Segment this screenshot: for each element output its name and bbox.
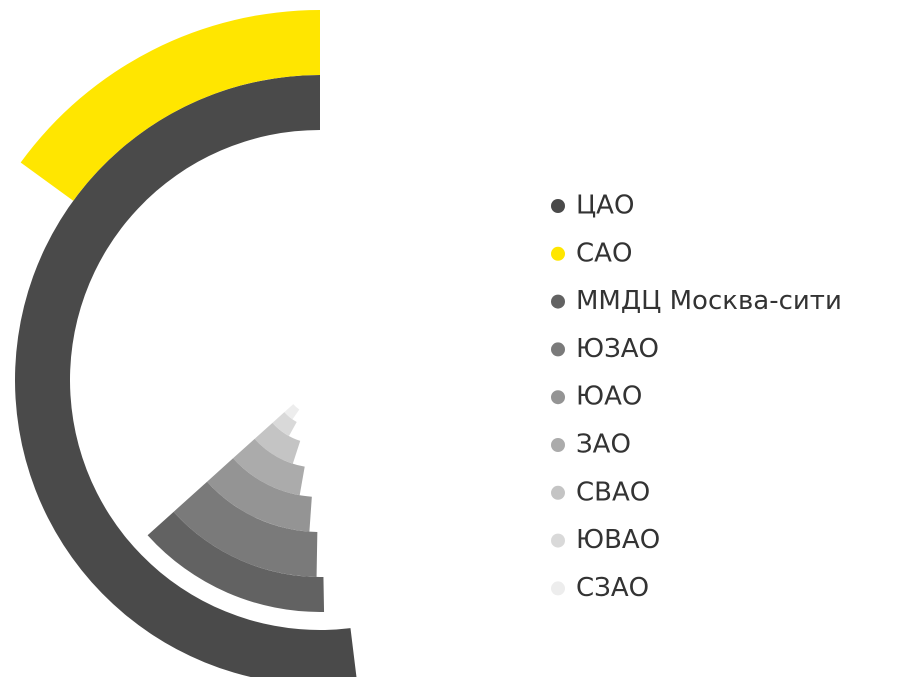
legend-marker — [551, 199, 565, 213]
ring-bar — [207, 458, 312, 532]
ring-bar — [254, 422, 301, 464]
legend-label: СВАО — [576, 477, 650, 507]
ring-bar — [173, 481, 318, 577]
legend-marker — [551, 485, 565, 500]
ring-bar — [20, 10, 321, 201]
legend-marker — [551, 342, 565, 357]
legend-label: ММДЦ Москва-сити — [576, 286, 842, 316]
legend-marker — [551, 390, 565, 405]
legend-marker — [551, 581, 565, 596]
legend-marker — [551, 533, 565, 548]
legend-label: САО — [576, 238, 632, 268]
ring-bar — [147, 511, 325, 612]
legend-marker — [551, 438, 565, 452]
ring-bar — [15, 75, 357, 677]
legend-marker — [551, 246, 565, 261]
legend-label: ЗАО — [576, 430, 631, 460]
legend-label: ЮВАО — [576, 525, 660, 555]
legend-label: ЮЗАО — [576, 334, 659, 364]
legend-marker — [551, 294, 565, 309]
ring-bar — [272, 412, 297, 436]
legend-label: ЮАО — [576, 382, 642, 412]
legend-label: СЗАО — [576, 573, 649, 603]
ring-bar — [233, 438, 305, 496]
legend-label: ЦАО — [576, 191, 634, 221]
ring-bar — [284, 404, 300, 420]
